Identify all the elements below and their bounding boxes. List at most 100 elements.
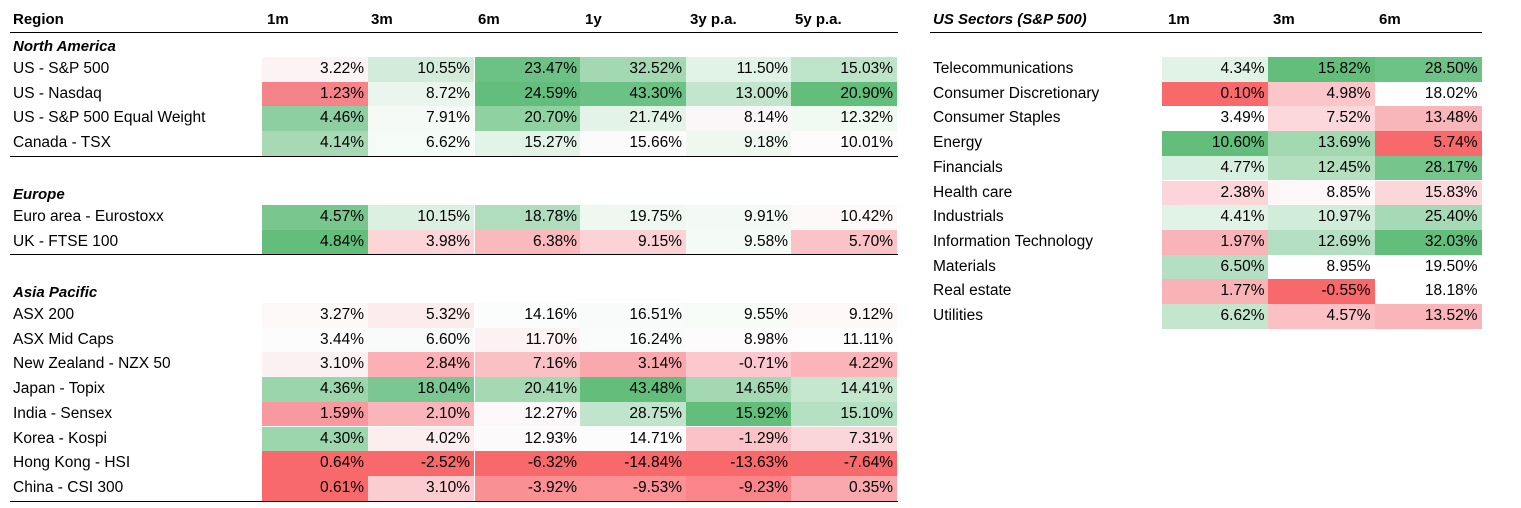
return-cell: 4.57%: [1268, 304, 1375, 329]
return-cell: 14.41%: [791, 377, 897, 402]
table-row: New Zealand - NZX 50 3.10% 2.84% 7.16% 3.14%…: [10, 352, 898, 378]
row-label: Consumer Discretionary: [933, 84, 1100, 102]
return-cell: 6.38%: [475, 229, 581, 255]
return-cell: 10.15%: [368, 205, 474, 230]
table-row: Real estate 1.77% -0.55% 18.18%: [930, 279, 1482, 304]
return-cell: 15.03%: [791, 57, 897, 82]
return-cell: 11.11%: [791, 327, 897, 353]
return-cell: 6.50%: [1162, 254, 1269, 280]
table-row: Financials 4.77% 12.45% 28.17%: [930, 155, 1482, 181]
row-label: Telecommunications: [933, 60, 1074, 77]
table-row: Hong Kong - HSI 0.64% -2.52% -6.32% -14.84% -…: [10, 451, 898, 476]
col-header-5y: 5y p.a.: [795, 11, 842, 28]
row-label: Real estate: [933, 282, 1012, 300]
return-cell: 5.70%: [791, 229, 897, 255]
return-cell: 4.57%: [262, 205, 368, 230]
return-cell: 20.70%: [475, 106, 581, 132]
table-row: US - S&P 500 Equal Weight 4.46% 7.91% 20.70…: [10, 106, 898, 132]
return-cell: 7.52%: [1268, 106, 1375, 132]
section-title: North America: [13, 38, 116, 55]
return-cell: 14.71%: [580, 426, 686, 452]
row-label: Euro area - Eurostoxx: [13, 208, 164, 225]
return-cell: 14.16%: [475, 303, 581, 328]
table-row: US - Nasdaq 1.23% 8.72% 24.59% 43.30% 13.00% 2…: [10, 81, 898, 107]
return-cell: 0.35%: [791, 475, 897, 501]
return-cell: 43.30%: [580, 81, 686, 107]
region-column-header: Region: [13, 11, 64, 28]
return-cell: 1.59%: [262, 401, 368, 427]
section-bottom-rule: [10, 500, 898, 502]
return-cell: 9.58%: [686, 229, 792, 255]
return-cell: 12.93%: [475, 426, 581, 452]
col-header-1y: 1y: [585, 11, 602, 28]
return-cell: 10.42%: [791, 205, 897, 230]
section-bottom-rule: [10, 155, 898, 157]
return-cell: -1.29%: [686, 426, 792, 452]
return-cell: 10.97%: [1268, 205, 1375, 230]
return-cell: 4.41%: [1162, 205, 1269, 230]
row-label: Consumer Staples: [933, 109, 1061, 127]
return-cell: 4.36%: [262, 377, 368, 402]
return-cell: 28.75%: [580, 401, 686, 427]
return-cell: -7.64%: [791, 451, 897, 476]
return-cell: 24.59%: [475, 81, 581, 107]
return-cell: 15.10%: [791, 401, 897, 427]
return-cell: 4.34%: [1162, 57, 1269, 82]
return-cell: 2.84%: [368, 352, 474, 378]
table-row: China - CSI 300 0.61% 3.10% -3.92% -9.53% -9.…: [10, 475, 898, 501]
return-cell: 4.14%: [262, 131, 368, 156]
col-header-3m: 3m: [371, 11, 393, 28]
return-cell: 9.18%: [686, 131, 792, 156]
return-cell: 7.91%: [368, 106, 474, 132]
return-cell: 4.02%: [368, 426, 474, 452]
return-cell: 0.61%: [262, 475, 368, 501]
row-label: ASX 200: [13, 306, 75, 323]
section-title: Europe: [13, 186, 65, 203]
return-cell: 10.01%: [791, 131, 897, 156]
return-cell: 28.50%: [1375, 57, 1482, 82]
return-cell: 9.12%: [791, 303, 897, 328]
row-label: Canada - TSX: [13, 134, 111, 152]
return-cell: 21.74%: [580, 106, 686, 132]
section-title: Asia Pacific: [13, 284, 98, 301]
return-cell: 7.16%: [475, 352, 581, 378]
return-cell: 32.52%: [580, 57, 686, 82]
return-cell: 12.32%: [791, 106, 897, 132]
return-cell: 4.30%: [262, 426, 368, 452]
return-cell: 5.32%: [368, 303, 474, 328]
header-rule-right: [930, 32, 1482, 33]
table-row: Industrials 4.41% 10.97% 25.40%: [930, 205, 1482, 230]
table-row: ASX 200 3.27% 5.32% 14.16% 16.51% 9.55% 9.12%: [10, 303, 898, 328]
row-label: China - CSI 300: [13, 478, 124, 496]
row-label: Energy: [933, 134, 983, 152]
return-cell: 14.65%: [686, 377, 792, 402]
section-bottom-rule: [10, 254, 898, 256]
row-label: US - S&P 500: [13, 60, 110, 77]
row-label: UK - FTSE 100: [13, 232, 119, 250]
return-cell: 2.10%: [368, 401, 474, 427]
return-cell: -9.23%: [686, 475, 792, 501]
return-cell: 4.46%: [262, 106, 368, 132]
row-label: Materials: [933, 257, 996, 275]
return-cell: 43.48%: [580, 377, 686, 402]
return-cell: 3.10%: [262, 352, 368, 378]
table-row: ASX Mid Caps 3.44% 6.60% 11.70% 16.24% 8.98% 1…: [10, 327, 898, 353]
return-cell: 10.55%: [368, 57, 474, 82]
row-label: India - Sensex: [13, 404, 113, 422]
return-cell: 12.27%: [475, 401, 581, 427]
table-row: Information Technology 1.97% 12.69% 32.03%: [930, 229, 1482, 255]
return-cell: -13.63%: [686, 451, 792, 476]
return-cell: 18.18%: [1375, 279, 1482, 304]
return-cell: 15.83%: [1375, 180, 1482, 206]
return-cell: 20.90%: [791, 81, 897, 107]
return-cell: 4.98%: [1268, 81, 1375, 107]
return-cell: 8.14%: [686, 106, 792, 132]
return-cell: 25.40%: [1375, 205, 1482, 230]
return-cell: 13.52%: [1375, 304, 1482, 329]
return-cell: 9.91%: [686, 205, 792, 230]
return-cell: 6.60%: [368, 327, 474, 353]
sector-col-header-3m: 3m: [1273, 11, 1295, 28]
return-cell: 3.27%: [262, 303, 368, 328]
table-row: Materials 6.50% 8.95% 19.50%: [930, 254, 1482, 280]
return-cell: 20.41%: [475, 377, 581, 402]
